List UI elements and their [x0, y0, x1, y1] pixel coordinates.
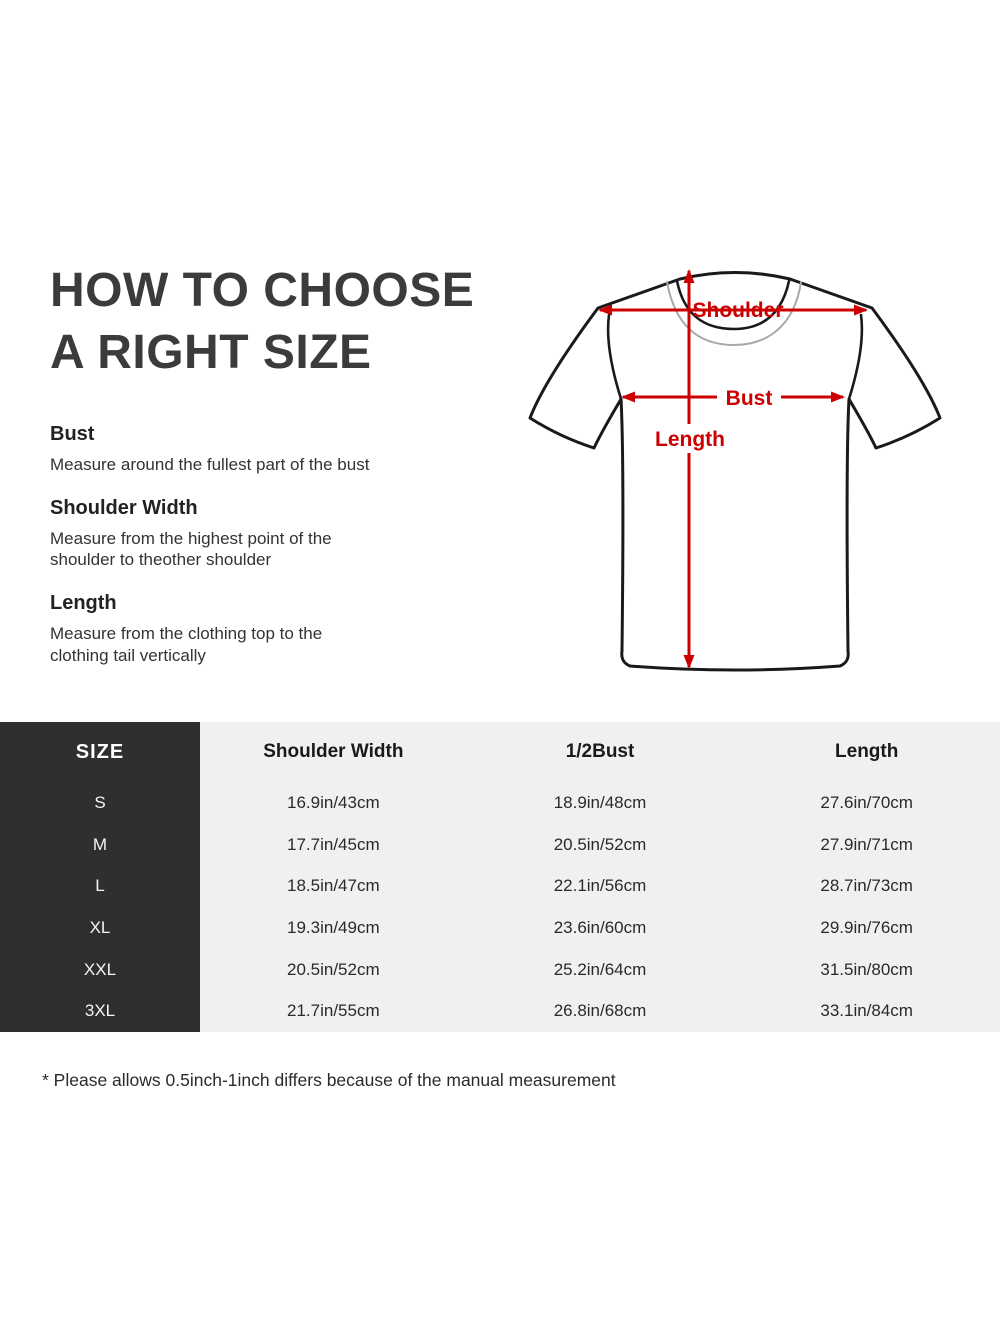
measurement-cell: 26.8in/68cm [553, 1001, 647, 1021]
size-chart-table: SIZE Shoulder Width 1/2Bust Length S 16.… [0, 722, 1000, 1033]
size-cell: L [0, 865, 200, 908]
right-armhole-seam [847, 313, 864, 401]
measurement-cell: 27.9in/71cm [820, 834, 913, 854]
measurement-cell: 29.9in/76cm [820, 917, 913, 937]
section-shoulder-width: Shoulder Width Measure from the highest … [50, 497, 490, 572]
bust-arrow: Bust [621, 382, 845, 410]
measurement-cell: 33.1in/84cm [820, 1001, 913, 1021]
col-header-shoulder-width: Shoulder Width [263, 741, 404, 762]
measurement-cell: 20.5in/52cm [287, 959, 380, 979]
measurement-cell: 23.6in/60cm [553, 917, 647, 937]
size-cell: S [0, 782, 200, 824]
table-row: L 18.5in/47cm 22.1in/56cm 28.7in/73cm [0, 865, 1000, 908]
size-cell: XL [0, 907, 200, 949]
section-shoulder-heading: Shoulder Width [50, 496, 198, 519]
col-header-length: Length [835, 741, 899, 762]
section-bust-heading: Bust [50, 422, 95, 445]
measurement-cell: 18.9in/48cm [553, 792, 647, 812]
collar-outer-ring [666, 281, 802, 347]
measurement-cell: 16.9in/43cm [287, 792, 380, 812]
section-shoulder-text: Measure from the highest point of the sh… [50, 528, 332, 570]
table-row: XL 19.3in/49cm 23.6in/60cm 29.9in/76cm [0, 907, 1000, 949]
tshirt-outline [528, 271, 942, 672]
measurement-cell: 19.3in/49cm [287, 917, 380, 937]
measurement-cell: 27.6in/70cm [820, 792, 913, 812]
section-length-heading: Length [50, 592, 117, 615]
measurement-cell: 21.7in/55cm [287, 1001, 380, 1021]
page-title-line2: A RIGHT SIZE [50, 326, 372, 380]
page-title-line1: HOW TO CHOOSE [50, 264, 475, 317]
shoulder-arrow: Shoulder [598, 299, 868, 322]
table-header-row: SIZE Shoulder Width 1/2Bust Length [0, 722, 1000, 782]
page-title: HOW TO CHOOSE A RIGHT SIZE [50, 260, 490, 385]
section-length-text: Measure from the clothing top to the clo… [50, 624, 323, 665]
col-header-half-bust: 1/2Bust [565, 741, 635, 762]
measurement-cell: 22.1in/56cm [553, 876, 647, 896]
table-row: 3XL 21.7in/55cm 26.8in/68cm 33.1in/84cm [0, 990, 1000, 1033]
shoulder-arrow-label: Shoulder [692, 299, 783, 322]
section-bust: Bust Measure around the fullest part of … [50, 423, 490, 476]
instructions-block: HOW TO CHOOSE A RIGHT SIZE Bust Measure … [50, 260, 490, 688]
measurement-cell: 20.5in/52cm [553, 834, 647, 854]
col-header-size: SIZE [0, 722, 200, 782]
length-arrow-label: Length [655, 428, 725, 451]
bust-arrow-label: Bust [726, 387, 773, 410]
measurement-cell: 17.7in/45cm [287, 834, 380, 854]
table-row: XXL 20.5in/52cm 25.2in/64cm 31.5in/80cm [0, 948, 1000, 991]
measurement-cell: 28.7in/73cm [820, 876, 913, 896]
section-length: Length Measure from the clothing top to … [50, 592, 490, 667]
left-armhole-seam [606, 313, 623, 401]
measurement-cell: 25.2in/64cm [553, 959, 647, 979]
section-bust-text: Measure around the fullest part of the b… [50, 454, 370, 474]
size-cell: M [0, 823, 200, 866]
collar-neckline [675, 279, 791, 331]
size-cell: 3XL [0, 990, 200, 1033]
table-row: S 16.9in/43cm 18.9in/48cm 27.6in/70cm [0, 782, 1000, 824]
measurement-disclaimer: * Please allows 0.5inch-1inch differs be… [42, 1070, 616, 1090]
length-arrow-label-group: Length [649, 424, 731, 453]
tshirt-diagram: Shoulder Bust Length [528, 269, 942, 672]
length-arrow [683, 269, 695, 669]
measurement-cell: 18.5in/47cm [287, 876, 380, 896]
size-cell: XXL [0, 948, 200, 991]
measurement-cell: 31.5in/80cm [820, 959, 913, 979]
table-row: M 17.7in/45cm 20.5in/52cm 27.9in/71cm [0, 823, 1000, 866]
